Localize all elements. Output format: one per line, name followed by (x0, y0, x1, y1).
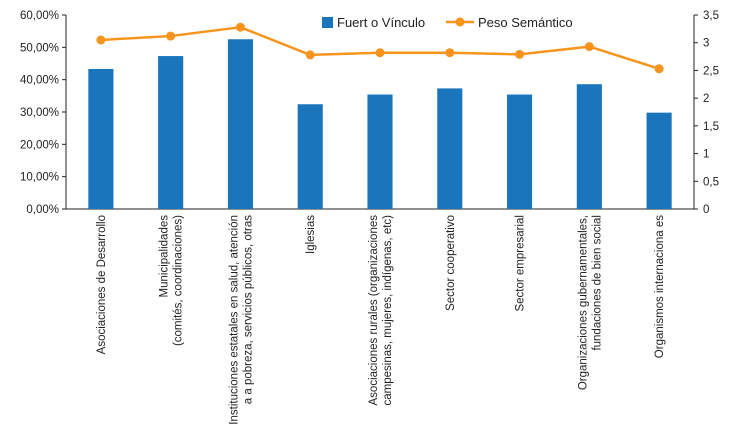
right-tick-label: 0 (703, 204, 709, 216)
bar (297, 104, 323, 209)
category-label: fundaciones de bien social (591, 215, 603, 351)
bar (227, 39, 254, 209)
category-label: Asociaciones de Desarrollo (96, 215, 108, 354)
bar (437, 88, 463, 209)
bar (88, 68, 114, 209)
line-point (445, 48, 455, 58)
legend-swatch-marker (455, 17, 465, 27)
legend-label-line: Peso Semántico (478, 15, 573, 30)
category-label: Sector empresarial (515, 215, 527, 312)
bar (367, 94, 393, 209)
category-labels: Asociaciones de Desarrollo Municipalidade… (96, 215, 666, 425)
category-label: Sector cooperativo (445, 215, 457, 311)
right-tick-label: 2,5 (703, 65, 719, 77)
category-label: campesinas, mujeres, indígenas, etc) (382, 215, 394, 406)
left-axis-ticks: 0,00% 10,00% 20,00% 30,00% 40,00% 50,00% 60,00… (20, 10, 66, 216)
left-tick-label: 60,00% (20, 10, 59, 22)
category-label: Instituciones estatales en salud, atenci… (228, 215, 240, 425)
line-point (96, 35, 106, 45)
category-label: Asociaciones rurales (organizaciones (368, 215, 380, 406)
line-point (654, 64, 664, 74)
left-tick-label: 10,00% (20, 172, 59, 184)
legend: Fuert o Vínculo Peso Semántico (322, 15, 573, 30)
right-axis-ticks: 0 0,5 1 1,5 2 2,5 3 3,5 (694, 10, 719, 216)
category-label: (comités, coordinaciones) (173, 215, 185, 346)
line-point (515, 49, 525, 59)
left-tick-label: 0,00% (26, 204, 59, 216)
legend-label-bar: Fuert o Vínculo (337, 15, 425, 30)
bar-series (88, 39, 672, 210)
left-tick-label: 20,00% (20, 139, 59, 151)
right-tick-label: 3,5 (703, 10, 719, 22)
left-tick-label: 40,00% (20, 75, 59, 87)
right-tick-label: 2 (703, 93, 709, 105)
bar (646, 112, 672, 209)
line-series (96, 22, 664, 74)
line-point (166, 31, 176, 41)
line-path (100, 25, 660, 70)
left-tick-label: 50,00% (20, 42, 59, 54)
category-label: Organizaciones gubernamentales, (577, 215, 589, 390)
bar (158, 56, 184, 210)
right-tick-label: 1 (703, 149, 709, 161)
line-point (305, 50, 315, 60)
category-label: Municipalidades (159, 215, 171, 298)
right-tick-label: 0,5 (703, 176, 719, 188)
right-tick-label: 1,5 (703, 121, 719, 133)
line-point (375, 48, 385, 58)
line-point (235, 22, 245, 32)
bar (576, 84, 602, 209)
category-label: a a pobreza, servicios públicos, otras (242, 215, 254, 404)
line-point (584, 42, 594, 52)
bar (506, 94, 533, 209)
right-tick-label: 3 (703, 38, 709, 50)
left-tick-label: 30,00% (20, 107, 59, 119)
legend-swatch-bar (322, 17, 333, 28)
category-label: Iglesias (305, 215, 317, 254)
category-label: Organismos internaciona es (654, 215, 666, 358)
